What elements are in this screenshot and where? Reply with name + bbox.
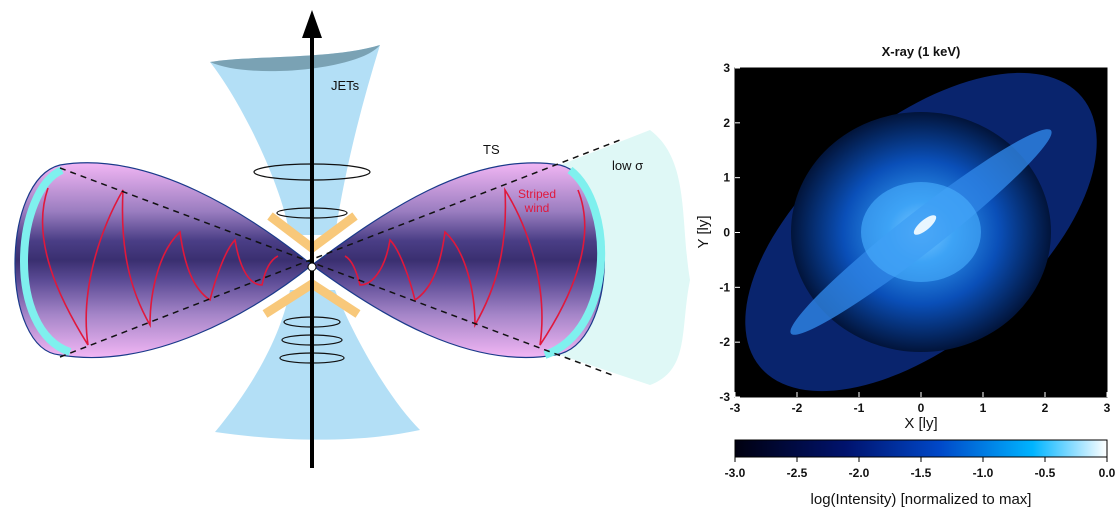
y-tick-label: 3 [723,61,730,75]
low-sigma-label: low σ [612,158,643,173]
colorbar-tick-label: -0.5 [1035,466,1056,480]
colorbar-tick-label: -1.5 [911,466,932,480]
y-tick-label: -1 [719,280,730,294]
colorbar [735,440,1107,457]
y-axis-label: Y [ly] [695,215,712,248]
arrow-head [302,10,322,38]
x-tick-label: -2 [792,401,803,415]
x-tick-label: 2 [1042,401,1049,415]
ts-label: TS [483,142,500,157]
figure: JETs TS low σ Striped wind X-ray (1 keV)… [0,0,1120,513]
diagram: JETs TS low σ Striped wind [15,10,690,468]
x-tick-label: -1 [854,401,865,415]
y-tick-label: -2 [719,335,730,349]
x-tick-label: -3 [730,401,741,415]
x-tick-label: 1 [980,401,987,415]
colorbar-tick-label: -2.5 [787,466,808,480]
center [308,263,316,271]
colorbar-tick-label: -2.0 [849,466,870,480]
left-lobe [15,163,312,358]
jets-label: JETs [331,78,360,93]
striped-label: Striped [518,187,556,201]
x-tick-label: 3 [1104,401,1111,415]
y-tick-label: -3 [719,390,730,404]
upper-jet [210,45,380,235]
colorbar-tick-label: 0.0 [1099,466,1116,480]
y-tick-label: 2 [723,116,730,130]
y-tick-label: 0 [723,226,730,240]
x-tick-label: 0 [918,401,925,415]
y-tick-label: 1 [723,171,730,185]
panel-title: X-ray (1 keV) [882,44,961,59]
right-lobe [312,163,604,358]
colorbar-label: log(Intensity) [normalized to max] [811,491,1032,508]
colorbar-tick-label: -3.0 [725,466,746,480]
x-axis-label: X [ly] [904,415,937,432]
colorbar-tick-label: -1.0 [973,466,994,480]
xray-panel: X-ray (1 keV) X [ly] Y [ly] log(Intensit… [689,13,1120,508]
wind-label: wind [524,201,550,215]
